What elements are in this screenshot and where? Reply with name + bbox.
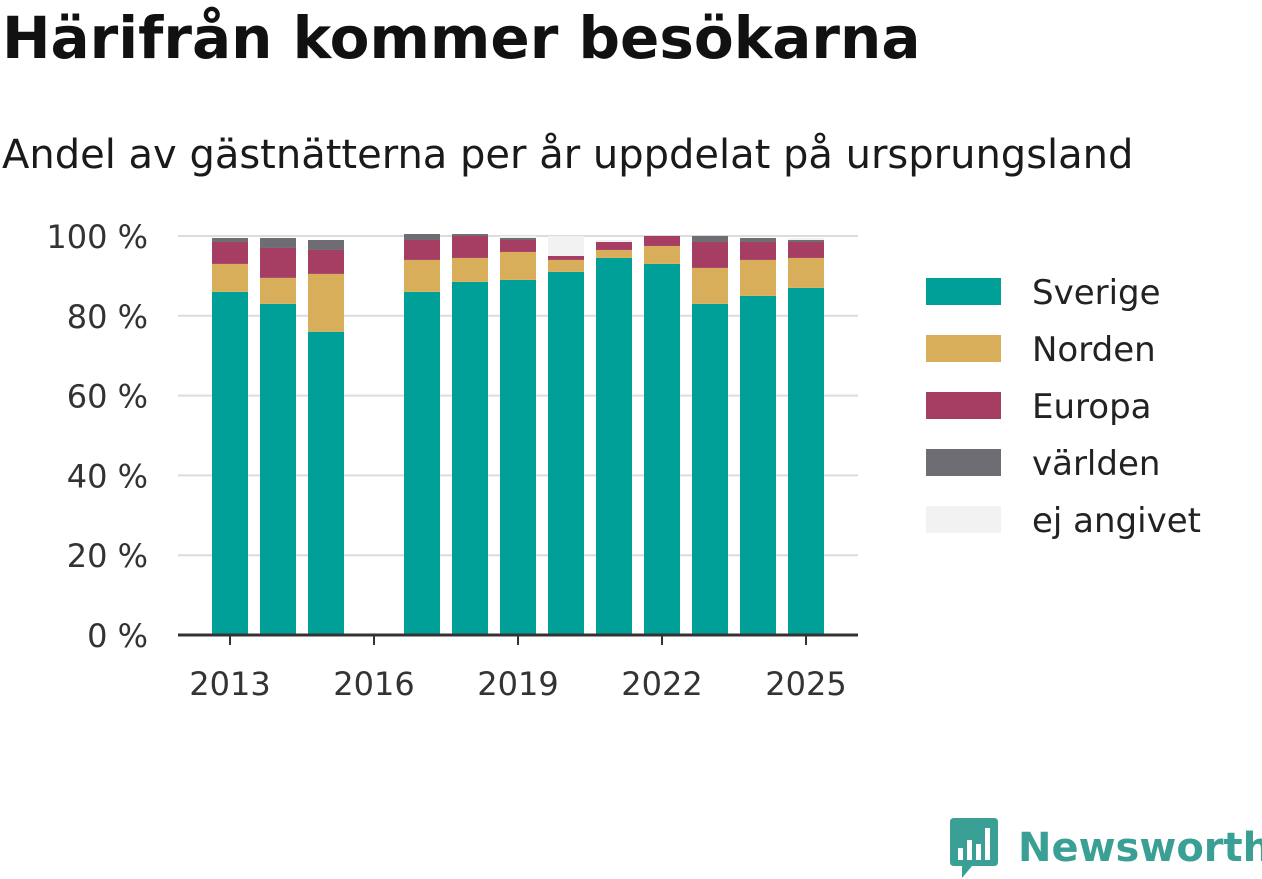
chart-subtitle: Andel av gästnätterna per år uppdelat på…	[2, 132, 1134, 178]
bar-segment	[308, 273, 344, 332]
bar-segment	[452, 257, 488, 282]
bar-segment	[740, 295, 776, 635]
y-tick-label: 60 %	[67, 378, 148, 416]
bar-segment	[788, 257, 824, 288]
bar-segment	[596, 241, 632, 250]
brand-name: Newsworthy	[1018, 825, 1262, 871]
bar-segment	[788, 237, 824, 240]
y-tick-label: 100 %	[46, 218, 148, 256]
y-tick-label: 40 %	[67, 457, 148, 495]
bar-segment	[692, 303, 728, 635]
bar-segment	[212, 263, 248, 292]
bar-segment	[788, 287, 824, 635]
bar-segment	[452, 234, 488, 236]
bar-segment	[692, 241, 728, 268]
legend-label: världen	[1032, 444, 1160, 484]
bar-segment	[740, 259, 776, 296]
bar-segment	[788, 239, 824, 242]
bar-segment	[740, 237, 776, 242]
x-tick-label: 2019	[477, 665, 558, 703]
bar-segment	[500, 237, 536, 240]
bar-segment	[308, 249, 344, 274]
bar-segment	[260, 277, 296, 304]
legend-swatch	[926, 506, 1001, 533]
bar-segment	[596, 249, 632, 258]
bar-segment	[212, 237, 248, 242]
bar-segment	[404, 239, 440, 260]
bar-segment	[404, 259, 440, 292]
bar-segment	[308, 331, 344, 635]
legend-swatch	[926, 392, 1001, 419]
bar-segment	[260, 247, 296, 278]
bar-segment	[644, 263, 680, 635]
bar-segment	[740, 241, 776, 260]
bar-segment	[308, 239, 344, 250]
bar-segment	[548, 255, 584, 260]
chart-title: Härifrån kommer besökarna	[2, 4, 921, 72]
bar-segment	[404, 291, 440, 635]
bar-segment	[500, 251, 536, 280]
bar-segment	[788, 241, 824, 258]
x-tick-label: 2013	[189, 665, 270, 703]
legend-label: Norden	[1032, 330, 1156, 370]
bar-segment	[596, 257, 632, 635]
x-tick-label: 2025	[765, 665, 846, 703]
legend-label: Europa	[1032, 387, 1151, 427]
y-tick-label: 20 %	[67, 537, 148, 575]
bar-segment	[692, 267, 728, 304]
bar-segment	[500, 239, 536, 252]
bar-segment	[212, 291, 248, 635]
legend-swatch	[926, 335, 1001, 362]
bar-segment	[596, 239, 632, 242]
bar-segment	[212, 241, 248, 264]
legend-label: Sverige	[1032, 273, 1161, 313]
x-tick-label: 2016	[333, 665, 414, 703]
newsworthy-logo-icon	[950, 818, 998, 878]
legend-swatch	[926, 278, 1001, 305]
newsworthy-brand: Newsworthy	[950, 818, 1262, 878]
bar-segment	[260, 303, 296, 635]
bar-segment	[452, 236, 488, 258]
bar-segment	[548, 271, 584, 635]
bar-segment	[500, 279, 536, 635]
x-tick-label: 2022	[621, 665, 702, 703]
y-tick-label: 0 %	[87, 617, 148, 655]
bar-segment	[548, 236, 584, 256]
legend-swatch	[926, 449, 1001, 476]
bar-segment	[644, 236, 680, 246]
bar-segment	[260, 237, 296, 248]
bar-segment	[692, 236, 728, 242]
bar-segment	[404, 234, 440, 240]
bar-segment	[452, 281, 488, 635]
y-tick-label: 80 %	[67, 298, 148, 336]
bar-segment	[500, 236, 536, 238]
bar-segment	[548, 259, 584, 272]
bar-segment	[644, 245, 680, 264]
legend-label: ej angivet	[1032, 501, 1201, 541]
